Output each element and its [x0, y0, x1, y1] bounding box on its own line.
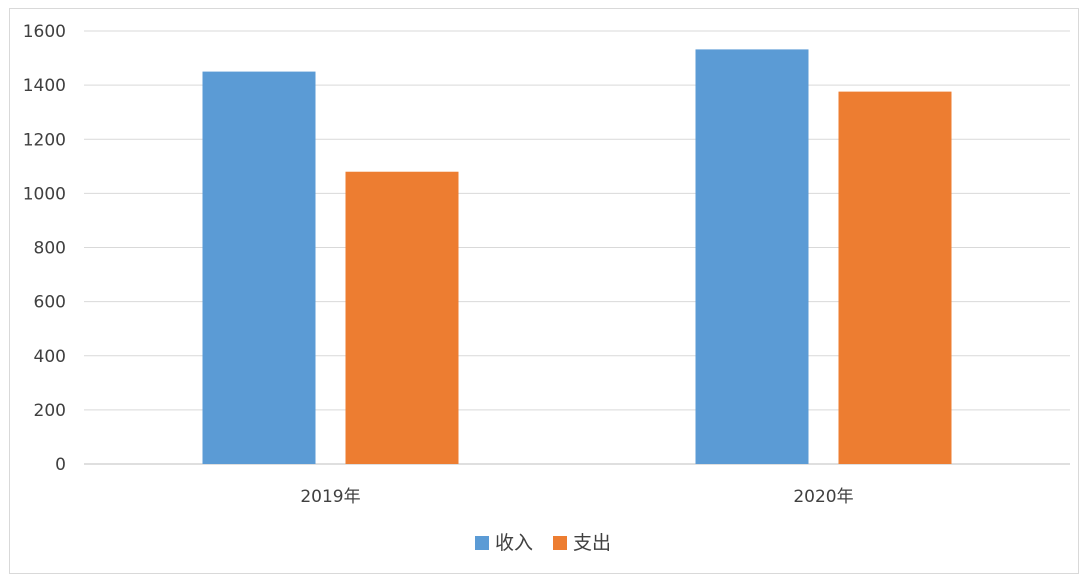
x-tick-label: 2019年 [300, 487, 360, 507]
legend: 收入 支出 [475, 532, 611, 554]
y-tick-label: 800 [34, 239, 66, 259]
y-tick-label: 0 [55, 455, 66, 475]
legend-swatch-收入 [475, 536, 489, 550]
legend-swatch-支出 [553, 536, 567, 550]
y-tick-label: 1600 [23, 22, 66, 42]
y-tick-label: 1200 [23, 130, 66, 150]
bar-收入-2020年 [695, 49, 809, 465]
bar-支出-2019年 [345, 171, 459, 464]
legend-label: 收入 [495, 532, 533, 554]
y-tick-label: 1400 [23, 76, 66, 96]
x-tick-label: 2020年 [793, 487, 853, 507]
bars [202, 49, 952, 465]
bar-支出-2020年 [838, 91, 952, 465]
bar-收入-2019年 [202, 71, 316, 464]
y-tick-label: 200 [34, 401, 66, 421]
y-tick-label: 400 [34, 347, 66, 367]
y-tick-label: 1000 [23, 184, 66, 204]
y-axis: 0 200 400 600 800 1000 1200 1400 1600 [23, 22, 66, 475]
y-tick-label: 600 [34, 293, 66, 313]
legend-label: 支出 [573, 532, 611, 554]
x-axis: 2019年 2020年 [300, 487, 853, 507]
